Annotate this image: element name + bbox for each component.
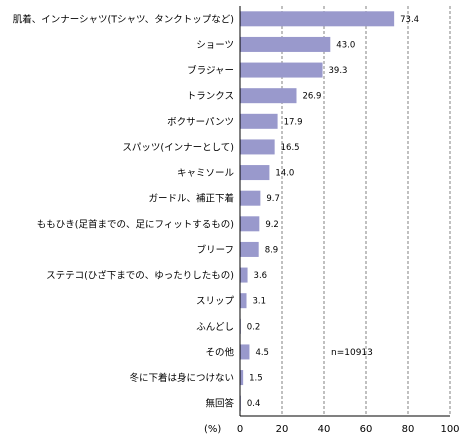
- data-label: 43.0: [336, 40, 355, 50]
- category-label: ボクサーパンツ: [167, 117, 234, 128]
- category-label: 冬に下着は身につけない: [129, 372, 234, 384]
- data-label: 14.0: [275, 169, 294, 179]
- data-label: 1.5: [249, 374, 263, 384]
- category-label: ステテコ(ひざ下までの、ゆったりしたもの): [46, 270, 234, 282]
- data-label: 26.9: [302, 92, 321, 102]
- x-tick-label: 60: [360, 424, 373, 435]
- category-label: ももひき(足首までの、足にフィットするもの): [37, 218, 234, 230]
- x-tick-label: 20: [276, 424, 289, 435]
- data-label: 4.5: [255, 348, 269, 358]
- sample-size-annotation: n=10913: [331, 348, 373, 358]
- bar: [240, 11, 395, 27]
- data-label: 17.9: [284, 117, 303, 127]
- x-tick-label: 40: [318, 424, 331, 435]
- category-label: スパッツ(インナーとして): [122, 142, 234, 153]
- data-label: 9.2: [265, 220, 279, 230]
- bar: [240, 36, 331, 52]
- grid-lines: [281, 6, 451, 416]
- data-label: 73.4: [400, 15, 419, 25]
- data-label: 9.7: [266, 194, 280, 204]
- category-label: ブリーフ: [197, 244, 234, 256]
- bar: [240, 139, 275, 155]
- category-label: スリップ: [196, 296, 235, 307]
- category-label: 肌着、インナーシャツ(Tシャツ、タンクトップなど): [13, 13, 234, 25]
- category-label: ガードル、補正下着: [148, 193, 234, 205]
- x-axis-ticks: 0 20 40 60 80 100: [237, 424, 460, 435]
- bar: [240, 62, 323, 78]
- data-label: 16.5: [281, 143, 300, 153]
- value-labels: 73.4 43.0 39.3 26.9 17.9 16.5 14.0 9.7 9.2 8.9 3.6…: [247, 15, 419, 409]
- bar: [240, 344, 250, 360]
- bars: [240, 11, 395, 411]
- bar: [240, 88, 297, 104]
- data-label: 3.1: [253, 297, 267, 307]
- x-unit-label: (%): [204, 424, 221, 435]
- bar: [240, 293, 247, 309]
- category-label: ふんどし: [196, 322, 234, 333]
- bar: [240, 165, 270, 181]
- bar: [240, 190, 261, 206]
- data-label: 8.9: [265, 245, 279, 255]
- category-label: ブラジャー: [187, 65, 234, 77]
- data-label: 0.4: [247, 399, 261, 409]
- bar: [240, 267, 248, 283]
- category-label: キャミソール: [177, 168, 235, 179]
- x-tick-label: 80: [402, 424, 415, 435]
- category-label: ショーツ: [196, 40, 234, 51]
- data-label: 3.6: [254, 271, 268, 281]
- category-label: 無回答: [205, 398, 234, 410]
- category-label: その他: [205, 346, 234, 358]
- bar: [240, 216, 260, 232]
- category-labels: 肌着、インナーシャツ(Tシャツ、タンクトップなど) ショーツブラジャートランクスボ…: [13, 13, 235, 409]
- bar: [240, 241, 259, 257]
- bar: [240, 113, 278, 129]
- x-tick-label: 0: [237, 424, 243, 435]
- data-label: 0.2: [247, 322, 261, 332]
- x-tick-label: 100: [440, 424, 459, 435]
- category-label: トランクス: [187, 91, 234, 102]
- bar: [240, 370, 244, 386]
- data-label: 39.3: [329, 66, 348, 76]
